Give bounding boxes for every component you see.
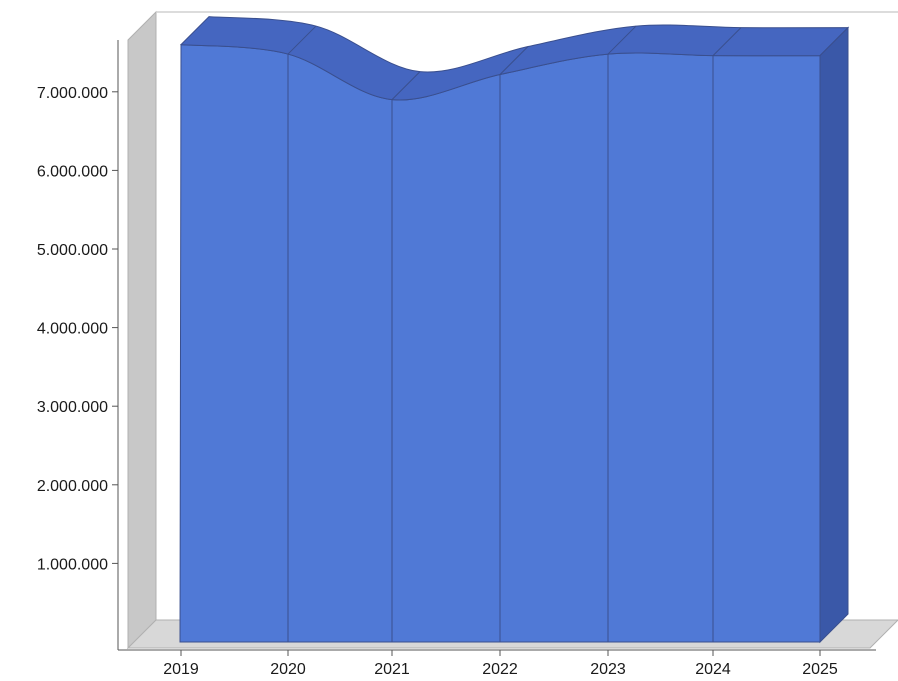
x-tick-label: 2023 xyxy=(590,661,626,678)
x-tick-label: 2019 xyxy=(163,661,199,678)
x-tick-label: 2022 xyxy=(482,661,518,678)
y-tick-label: 3.000.000 xyxy=(37,399,108,416)
area-side-face xyxy=(819,26,849,644)
y-axis-ticks: 1.000.000 2.000.000 3.000.000 4.000.000 5.00… xyxy=(37,85,118,573)
left-wall xyxy=(127,10,157,650)
y-tick-label: 2.000.000 xyxy=(37,478,108,495)
series-area xyxy=(179,16,850,644)
y-tick-label: 4.000.000 xyxy=(37,321,108,338)
y-tick-label: 1.000.000 xyxy=(37,556,108,573)
axes xyxy=(117,40,876,651)
top-divider xyxy=(499,46,529,75)
top-divider xyxy=(607,25,637,55)
x-tick-label: 2020 xyxy=(270,661,306,678)
x-tick-label: 2025 xyxy=(802,661,838,678)
top-divider xyxy=(712,27,742,56)
x-tick-label: 2024 xyxy=(695,661,731,678)
x-tick-label: 2021 xyxy=(374,661,410,678)
y-tick-label: 5.000.000 xyxy=(37,242,108,259)
y-tick-label: 7.000.000 xyxy=(37,85,108,102)
y-tick-label: 6.000.000 xyxy=(37,163,108,180)
x-axis-ticks: 2019 2020 2021 2022 2023 2024 2025 xyxy=(163,650,838,678)
top-divider xyxy=(391,71,421,101)
top-divider xyxy=(287,25,317,55)
